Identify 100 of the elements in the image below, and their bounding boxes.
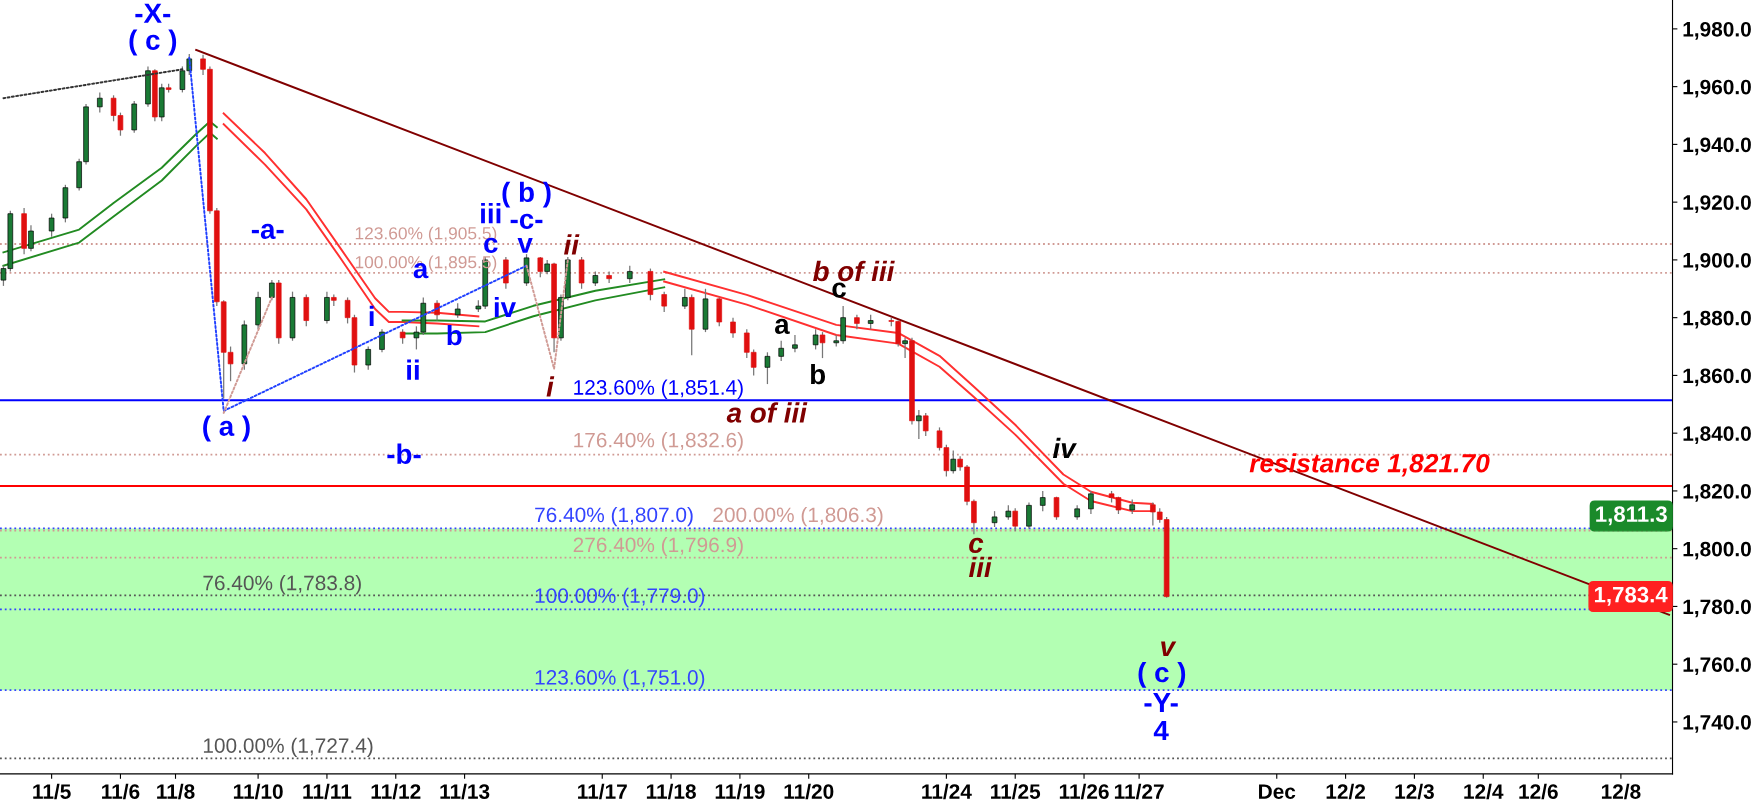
annotation: 4 bbox=[1153, 721, 1169, 741]
x-tick-label: 11/18 bbox=[646, 783, 696, 800]
x-tick-label: 11/10 bbox=[233, 783, 283, 800]
y-tick-label: 1,940.0 bbox=[1683, 137, 1751, 156]
annotation: iii bbox=[481, 203, 501, 224]
annotation: ( a ) bbox=[203, 415, 250, 442]
candlestick bbox=[269, 279, 275, 301]
y-tick-label: 1,840.0 bbox=[1683, 426, 1751, 444]
x-tick-label: 11/17 bbox=[578, 783, 627, 800]
annotation: iv bbox=[1052, 437, 1077, 458]
candlestick bbox=[716, 296, 723, 327]
annotation: c bbox=[969, 537, 984, 553]
annotation: b of iii bbox=[813, 260, 895, 282]
candlestick bbox=[792, 334, 798, 353]
candlestick bbox=[365, 345, 371, 371]
candlestick bbox=[303, 293, 310, 327]
x-tick-label: 12/3 bbox=[1395, 783, 1434, 800]
y-tick-label: 1,980.0 bbox=[1683, 21, 1751, 40]
annotation: -Y- bbox=[1144, 692, 1178, 713]
candlestick bbox=[28, 224, 34, 252]
y-tick-label: 1,920.0 bbox=[1683, 195, 1751, 213]
annotation: ( c ) bbox=[1138, 661, 1186, 688]
ref-line-label: 176.40% (1,832.6) bbox=[574, 432, 743, 452]
candlestick bbox=[764, 351, 771, 385]
candlestick bbox=[902, 337, 908, 359]
annotation: -X- bbox=[135, 3, 171, 23]
candlestick bbox=[1012, 507, 1018, 532]
candlestick bbox=[48, 213, 55, 238]
x-tick-label: 12/8 bbox=[1601, 783, 1641, 800]
annotation: b bbox=[811, 363, 826, 385]
x-tick-label: 11/11 bbox=[303, 783, 352, 800]
candlestick bbox=[916, 409, 922, 440]
line-series bbox=[2, 120, 218, 254]
y-tick-label: 1,900.0 bbox=[1683, 252, 1751, 271]
ref-line-label: 123.60% (1,851.4) bbox=[574, 379, 743, 399]
annotation: c bbox=[832, 282, 846, 298]
y-tick-label: 1,740.0 bbox=[1683, 714, 1751, 733]
ref-line-label: 100.00% (1,779.0) bbox=[535, 587, 705, 608]
candlestick bbox=[1026, 501, 1032, 530]
y-tick-label: 1,960.0 bbox=[1683, 79, 1751, 98]
annotation: ( c ) bbox=[129, 29, 177, 56]
ref-line-label: 200.00% (1,806.3) bbox=[713, 506, 883, 527]
candlestick bbox=[578, 256, 585, 290]
candlestick bbox=[661, 291, 667, 313]
y-tick-label: 1,780.0 bbox=[1683, 599, 1751, 618]
annotation: 1,811.3 bbox=[1596, 506, 1667, 526]
candlestick bbox=[950, 449, 957, 475]
candlestick bbox=[778, 340, 784, 362]
annotation: -b- bbox=[387, 443, 421, 465]
x-tick-label: 12/2 bbox=[1326, 783, 1366, 800]
candlestick bbox=[647, 267, 654, 301]
x-tick-label: 12/6 bbox=[1519, 783, 1558, 800]
candlestick bbox=[97, 91, 103, 114]
ref-line-label: 123.60% (1,751.0) bbox=[535, 669, 705, 689]
annotation: i bbox=[369, 305, 374, 326]
annotation: a of iii bbox=[726, 402, 808, 423]
x-tick-label: 11/19 bbox=[715, 783, 765, 800]
y-tick-label: 1,800.0 bbox=[1683, 541, 1751, 560]
x-tick-label: 11/25 bbox=[991, 783, 1041, 800]
x-tick-label: Dec bbox=[1259, 784, 1296, 799]
annotation: v bbox=[517, 237, 533, 253]
ref-line-label: 76.40% (1,807.0) bbox=[535, 506, 693, 527]
candlestick bbox=[503, 256, 509, 290]
ref-line-label: 100.00% (1,727.4) bbox=[203, 737, 373, 758]
annotation: ii bbox=[564, 234, 580, 255]
x-tick-label: 11/8 bbox=[157, 783, 195, 800]
annotation: ( b ) bbox=[502, 181, 551, 208]
x-tick-label: 11/13 bbox=[440, 783, 490, 800]
annotation: -c- bbox=[510, 213, 543, 229]
y-tick-label: 1,880.0 bbox=[1683, 310, 1751, 329]
x-tick-label: 11/24 bbox=[922, 783, 972, 800]
annotation: v bbox=[1161, 641, 1177, 657]
x-tick-label: 11/26 bbox=[1059, 783, 1109, 800]
x-tick-label: 11/20 bbox=[784, 783, 834, 800]
candlestick bbox=[730, 317, 736, 339]
annotation: a bbox=[774, 318, 790, 335]
y-tick-label: 1,760.0 bbox=[1683, 657, 1751, 675]
annotation: 1,783.4 bbox=[1594, 586, 1668, 606]
candlestick bbox=[922, 412, 929, 437]
candlestick bbox=[1039, 490, 1046, 512]
line-series bbox=[401, 278, 666, 323]
candlestick bbox=[606, 270, 612, 284]
candlestick bbox=[1088, 490, 1094, 515]
candlestick bbox=[537, 256, 544, 278]
annotation: ii bbox=[407, 359, 419, 380]
annotation: iii bbox=[969, 556, 993, 577]
x-tick-label: 11/6 bbox=[102, 783, 140, 800]
ref-line-label: 276.40% (1,796.9) bbox=[573, 536, 743, 557]
candlestick bbox=[324, 291, 330, 325]
ref-line-label: 76.40% (1,783.8) bbox=[203, 575, 361, 595]
annotation: -a- bbox=[251, 223, 284, 240]
x-tick-label: 11/5 bbox=[33, 783, 71, 800]
annotation: iv bbox=[494, 296, 516, 318]
annotation: i bbox=[546, 376, 555, 397]
candlestick bbox=[812, 328, 819, 351]
y-tick-label: 1,820.0 bbox=[1683, 483, 1751, 502]
x-tick-label: 11/12 bbox=[371, 783, 421, 800]
x-tick-label: 12/4 bbox=[1464, 783, 1504, 800]
x-tick-label: 11/27 bbox=[1114, 783, 1164, 800]
candlestick bbox=[682, 288, 688, 310]
